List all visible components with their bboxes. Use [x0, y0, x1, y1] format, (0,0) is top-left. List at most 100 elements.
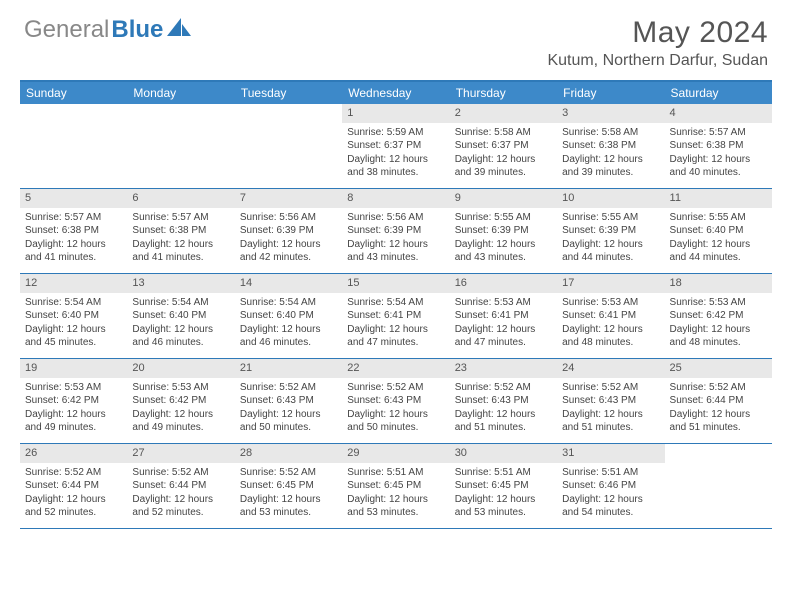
- day-number: 5: [20, 189, 127, 208]
- sunrise-line: Sunrise: 5:52 AM: [132, 466, 229, 480]
- day-details: Sunrise: 5:53 AMSunset: 6:42 PMDaylight:…: [665, 293, 772, 354]
- day-details: Sunrise: 5:58 AMSunset: 6:38 PMDaylight:…: [557, 123, 664, 184]
- day-cell: 11Sunrise: 5:55 AMSunset: 6:40 PMDayligh…: [665, 189, 772, 273]
- location-text: Kutum, Northern Darfur, Sudan: [547, 52, 768, 70]
- daylight-line: Daylight: 12 hours and 49 minutes.: [25, 408, 122, 435]
- sunrise-line: Sunrise: 5:52 AM: [240, 466, 337, 480]
- daylight-line: Daylight: 12 hours and 38 minutes.: [347, 153, 444, 180]
- day-number: 10: [557, 189, 664, 208]
- day-cell: 29Sunrise: 5:51 AMSunset: 6:45 PMDayligh…: [342, 444, 449, 528]
- week-row: 26Sunrise: 5:52 AMSunset: 6:44 PMDayligh…: [20, 444, 772, 529]
- daylight-line: Daylight: 12 hours and 53 minutes.: [455, 493, 552, 520]
- sunset-line: Sunset: 6:45 PM: [347, 479, 444, 493]
- day-cell: 6Sunrise: 5:57 AMSunset: 6:38 PMDaylight…: [127, 189, 234, 273]
- sunrise-line: Sunrise: 5:55 AM: [562, 211, 659, 225]
- day-details: Sunrise: 5:52 AMSunset: 6:43 PMDaylight:…: [235, 378, 342, 439]
- day-number: 17: [557, 274, 664, 293]
- sunrise-line: Sunrise: 5:53 AM: [670, 296, 767, 310]
- sunset-line: Sunset: 6:38 PM: [132, 224, 229, 238]
- sunrise-line: Sunrise: 5:51 AM: [347, 466, 444, 480]
- title-block: May 2024 Kutum, Northern Darfur, Sudan: [547, 16, 768, 70]
- calendar: SundayMondayTuesdayWednesdayThursdayFrid…: [20, 80, 772, 529]
- sunrise-line: Sunrise: 5:52 AM: [562, 381, 659, 395]
- day-number: 8: [342, 189, 449, 208]
- day-number: 24: [557, 359, 664, 378]
- sunrise-line: Sunrise: 5:53 AM: [455, 296, 552, 310]
- day-details: Sunrise: 5:54 AMSunset: 6:40 PMDaylight:…: [127, 293, 234, 354]
- daylight-line: Daylight: 12 hours and 41 minutes.: [132, 238, 229, 265]
- day-cell: 25Sunrise: 5:52 AMSunset: 6:44 PMDayligh…: [665, 359, 772, 443]
- sunset-line: Sunset: 6:40 PM: [25, 309, 122, 323]
- daylight-line: Daylight: 12 hours and 41 minutes.: [25, 238, 122, 265]
- sunset-line: Sunset: 6:38 PM: [25, 224, 122, 238]
- calendar-body: 1Sunrise: 5:59 AMSunset: 6:37 PMDaylight…: [20, 104, 772, 529]
- sunset-line: Sunset: 6:46 PM: [562, 479, 659, 493]
- sunset-line: Sunset: 6:39 PM: [347, 224, 444, 238]
- sunset-line: Sunset: 6:39 PM: [562, 224, 659, 238]
- daylight-line: Daylight: 12 hours and 48 minutes.: [670, 323, 767, 350]
- day-number: 15: [342, 274, 449, 293]
- day-cell: 24Sunrise: 5:52 AMSunset: 6:43 PMDayligh…: [557, 359, 664, 443]
- day-cell: 10Sunrise: 5:55 AMSunset: 6:39 PMDayligh…: [557, 189, 664, 273]
- daylight-line: Daylight: 12 hours and 47 minutes.: [455, 323, 552, 350]
- day-details: Sunrise: 5:57 AMSunset: 6:38 PMDaylight:…: [20, 208, 127, 269]
- day-details: Sunrise: 5:54 AMSunset: 6:40 PMDaylight:…: [235, 293, 342, 354]
- logo-text-blue: Blue: [111, 16, 163, 44]
- sunrise-line: Sunrise: 5:54 AM: [240, 296, 337, 310]
- daylight-line: Daylight: 12 hours and 52 minutes.: [25, 493, 122, 520]
- day-details: Sunrise: 5:56 AMSunset: 6:39 PMDaylight:…: [235, 208, 342, 269]
- day-details: Sunrise: 5:57 AMSunset: 6:38 PMDaylight:…: [127, 208, 234, 269]
- sunrise-line: Sunrise: 5:53 AM: [562, 296, 659, 310]
- sunrise-line: Sunrise: 5:53 AM: [25, 381, 122, 395]
- day-details: Sunrise: 5:54 AMSunset: 6:40 PMDaylight:…: [20, 293, 127, 354]
- sunrise-line: Sunrise: 5:56 AM: [347, 211, 444, 225]
- day-details: Sunrise: 5:53 AMSunset: 6:42 PMDaylight:…: [20, 378, 127, 439]
- sunrise-line: Sunrise: 5:54 AM: [132, 296, 229, 310]
- sunrise-line: Sunrise: 5:57 AM: [132, 211, 229, 225]
- weekday-header: Thursday: [450, 82, 557, 104]
- weekday-header: Saturday: [665, 82, 772, 104]
- daylight-line: Daylight: 12 hours and 39 minutes.: [455, 153, 552, 180]
- weekday-header: Monday: [127, 82, 234, 104]
- sunset-line: Sunset: 6:41 PM: [347, 309, 444, 323]
- daylight-line: Daylight: 12 hours and 50 minutes.: [347, 408, 444, 435]
- daylight-line: Daylight: 12 hours and 51 minutes.: [562, 408, 659, 435]
- day-cell: 15Sunrise: 5:54 AMSunset: 6:41 PMDayligh…: [342, 274, 449, 358]
- day-cell: 30Sunrise: 5:51 AMSunset: 6:45 PMDayligh…: [450, 444, 557, 528]
- sunrise-line: Sunrise: 5:53 AM: [132, 381, 229, 395]
- day-cell: 2Sunrise: 5:58 AMSunset: 6:37 PMDaylight…: [450, 104, 557, 188]
- day-cell: 19Sunrise: 5:53 AMSunset: 6:42 PMDayligh…: [20, 359, 127, 443]
- sunset-line: Sunset: 6:38 PM: [670, 139, 767, 153]
- daylight-line: Daylight: 12 hours and 44 minutes.: [562, 238, 659, 265]
- daylight-line: Daylight: 12 hours and 48 minutes.: [562, 323, 659, 350]
- sunrise-line: Sunrise: 5:57 AM: [25, 211, 122, 225]
- day-details: Sunrise: 5:52 AMSunset: 6:43 PMDaylight:…: [342, 378, 449, 439]
- day-details: Sunrise: 5:51 AMSunset: 6:45 PMDaylight:…: [342, 463, 449, 524]
- logo-text-general: General: [24, 16, 109, 44]
- day-cell: 16Sunrise: 5:53 AMSunset: 6:41 PMDayligh…: [450, 274, 557, 358]
- sunset-line: Sunset: 6:44 PM: [25, 479, 122, 493]
- sunrise-line: Sunrise: 5:57 AM: [670, 126, 767, 140]
- day-number: 9: [450, 189, 557, 208]
- day-details: Sunrise: 5:55 AMSunset: 6:40 PMDaylight:…: [665, 208, 772, 269]
- day-details: Sunrise: 5:53 AMSunset: 6:42 PMDaylight:…: [127, 378, 234, 439]
- day-cell: 23Sunrise: 5:52 AMSunset: 6:43 PMDayligh…: [450, 359, 557, 443]
- daylight-line: Daylight: 12 hours and 45 minutes.: [25, 323, 122, 350]
- day-details: Sunrise: 5:55 AMSunset: 6:39 PMDaylight:…: [557, 208, 664, 269]
- empty-cell: [127, 104, 234, 188]
- day-number: 21: [235, 359, 342, 378]
- day-number: 18: [665, 274, 772, 293]
- day-details: Sunrise: 5:59 AMSunset: 6:37 PMDaylight:…: [342, 123, 449, 184]
- sail-icon: [167, 18, 193, 43]
- daylight-line: Daylight: 12 hours and 47 minutes.: [347, 323, 444, 350]
- day-details: Sunrise: 5:52 AMSunset: 6:43 PMDaylight:…: [450, 378, 557, 439]
- sunset-line: Sunset: 6:37 PM: [455, 139, 552, 153]
- daylight-line: Daylight: 12 hours and 43 minutes.: [347, 238, 444, 265]
- header: GeneralBlue May 2024 Kutum, Northern Dar…: [0, 0, 792, 74]
- week-row: 12Sunrise: 5:54 AMSunset: 6:40 PMDayligh…: [20, 274, 772, 359]
- day-cell: 17Sunrise: 5:53 AMSunset: 6:41 PMDayligh…: [557, 274, 664, 358]
- daylight-line: Daylight: 12 hours and 53 minutes.: [240, 493, 337, 520]
- day-number: 23: [450, 359, 557, 378]
- day-number: 20: [127, 359, 234, 378]
- daylight-line: Daylight: 12 hours and 42 minutes.: [240, 238, 337, 265]
